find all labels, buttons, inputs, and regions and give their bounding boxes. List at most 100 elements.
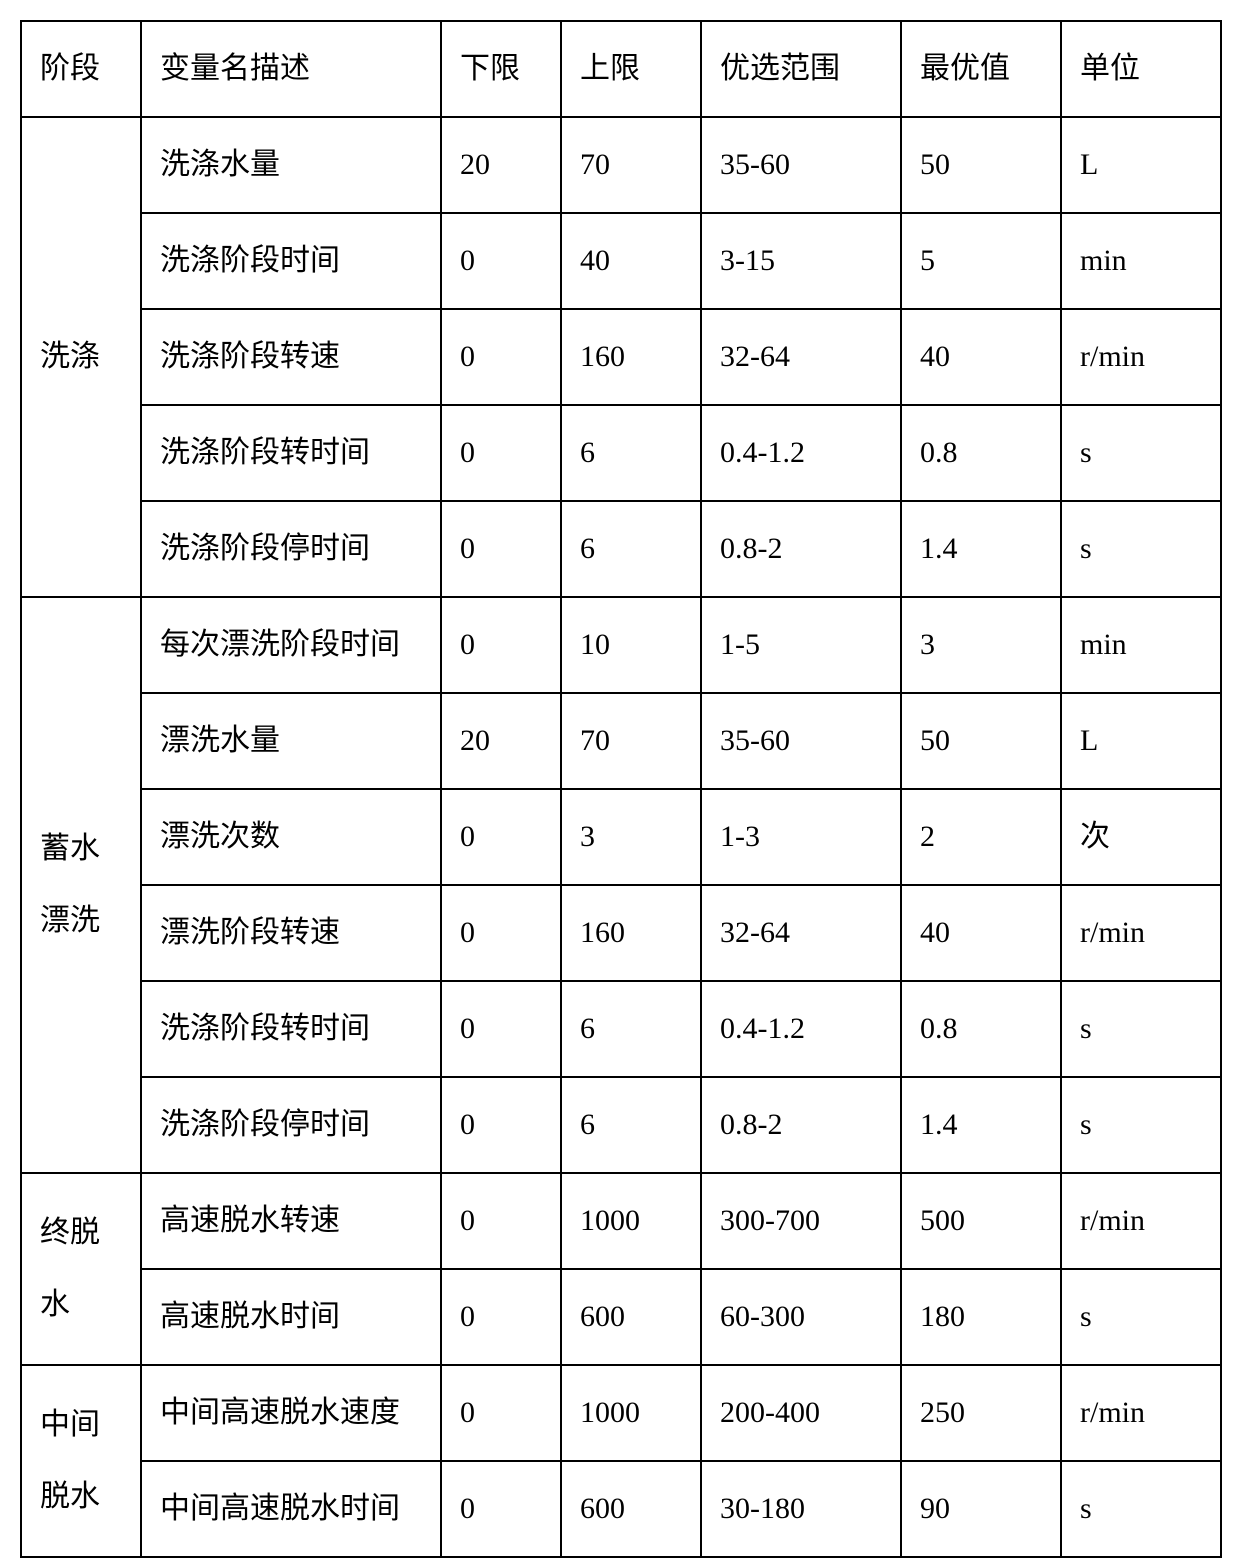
cell-opt: 500 xyxy=(901,1173,1061,1269)
table-row: 中间高速脱水时间060030-18090s xyxy=(21,1461,1221,1557)
cell-unit: s xyxy=(1061,501,1221,597)
table-row: 洗涤阶段停时间060.8-21.4s xyxy=(21,1077,1221,1173)
cell-range: 35-60 xyxy=(701,693,901,789)
cell-opt: 5 xyxy=(901,213,1061,309)
cell-high: 70 xyxy=(561,693,701,789)
cell-desc: 洗涤阶段时间 xyxy=(141,213,441,309)
cell-desc: 每次漂洗阶段时间 xyxy=(141,597,441,693)
cell-high: 6 xyxy=(561,501,701,597)
col-header-opt: 最优值 xyxy=(901,21,1061,117)
cell-high: 160 xyxy=(561,885,701,981)
cell-desc: 高速脱水转速 xyxy=(141,1173,441,1269)
table-row: 终脱水高速脱水转速01000300-700500r/min xyxy=(21,1173,1221,1269)
cell-unit: s xyxy=(1061,1269,1221,1365)
cell-desc: 漂洗次数 xyxy=(141,789,441,885)
cell-opt: 0.8 xyxy=(901,405,1061,501)
cell-desc: 洗涤阶段停时间 xyxy=(141,1077,441,1173)
cell-high: 1000 xyxy=(561,1173,701,1269)
cell-opt: 40 xyxy=(901,309,1061,405)
cell-range: 1-5 xyxy=(701,597,901,693)
cell-opt: 180 xyxy=(901,1269,1061,1365)
table-row: 漂洗水量207035-6050L xyxy=(21,693,1221,789)
cell-opt: 1.4 xyxy=(901,501,1061,597)
table-row: 洗涤阶段时间0403-155min xyxy=(21,213,1221,309)
cell-opt: 2 xyxy=(901,789,1061,885)
cell-unit: r/min xyxy=(1061,1173,1221,1269)
cell-low: 0 xyxy=(441,789,561,885)
cell-unit: s xyxy=(1061,1077,1221,1173)
cell-opt: 50 xyxy=(901,693,1061,789)
cell-low: 0 xyxy=(441,885,561,981)
cell-range: 30-180 xyxy=(701,1461,901,1557)
cell-high: 6 xyxy=(561,1077,701,1173)
cell-high: 10 xyxy=(561,597,701,693)
cell-opt: 90 xyxy=(901,1461,1061,1557)
cell-low: 0 xyxy=(441,1077,561,1173)
cell-range: 300-700 xyxy=(701,1173,901,1269)
cell-desc: 洗涤阶段转时间 xyxy=(141,981,441,1077)
cell-low: 0 xyxy=(441,1269,561,1365)
cell-unit: r/min xyxy=(1061,309,1221,405)
cell-range: 0.8-2 xyxy=(701,1077,901,1173)
cell-opt: 1.4 xyxy=(901,1077,1061,1173)
cell-desc: 洗涤阶段停时间 xyxy=(141,501,441,597)
cell-opt: 50 xyxy=(901,117,1061,213)
cell-high: 600 xyxy=(561,1461,701,1557)
cell-unit: L xyxy=(1061,117,1221,213)
cell-range: 35-60 xyxy=(701,117,901,213)
cell-unit: min xyxy=(1061,213,1221,309)
cell-high: 70 xyxy=(561,117,701,213)
cell-range: 0.4-1.2 xyxy=(701,405,901,501)
cell-desc: 洗涤水量 xyxy=(141,117,441,213)
cell-high: 6 xyxy=(561,981,701,1077)
cell-unit: L xyxy=(1061,693,1221,789)
cell-low: 0 xyxy=(441,1461,561,1557)
cell-high: 6 xyxy=(561,405,701,501)
stage-cell: 蓄水漂洗 xyxy=(21,597,141,1173)
table-row: 中间脱水中间高速脱水速度01000200-400250r/min xyxy=(21,1365,1221,1461)
cell-low: 0 xyxy=(441,1173,561,1269)
cell-unit: min xyxy=(1061,597,1221,693)
col-header-high: 上限 xyxy=(561,21,701,117)
stage-cell: 中间脱水 xyxy=(21,1365,141,1557)
table-row: 洗涤阶段停时间060.8-21.4s xyxy=(21,501,1221,597)
table-row: 洗涤阶段转时间060.4-1.20.8s xyxy=(21,981,1221,1077)
cell-low: 20 xyxy=(441,693,561,789)
stage-cell: 终脱水 xyxy=(21,1173,141,1365)
cell-desc: 中间高速脱水时间 xyxy=(141,1461,441,1557)
cell-opt: 250 xyxy=(901,1365,1061,1461)
cell-range: 60-300 xyxy=(701,1269,901,1365)
cell-range: 3-15 xyxy=(701,213,901,309)
cell-low: 0 xyxy=(441,981,561,1077)
cell-unit: r/min xyxy=(1061,1365,1221,1461)
col-header-desc: 变量名描述 xyxy=(141,21,441,117)
cell-range: 32-64 xyxy=(701,309,901,405)
cell-opt: 40 xyxy=(901,885,1061,981)
cell-unit: r/min xyxy=(1061,885,1221,981)
cell-range: 200-400 xyxy=(701,1365,901,1461)
table-row: 高速脱水时间060060-300180s xyxy=(21,1269,1221,1365)
cell-unit: 次 xyxy=(1061,789,1221,885)
cell-high: 1000 xyxy=(561,1365,701,1461)
table-row: 洗涤阶段转速016032-6440r/min xyxy=(21,309,1221,405)
cell-desc: 漂洗水量 xyxy=(141,693,441,789)
table-row: 漂洗阶段转速016032-6440r/min xyxy=(21,885,1221,981)
table-header-row: 阶段 变量名描述 下限 上限 优选范围 最优值 单位 xyxy=(21,21,1221,117)
cell-low: 0 xyxy=(441,405,561,501)
cell-desc: 漂洗阶段转速 xyxy=(141,885,441,981)
cell-high: 3 xyxy=(561,789,701,885)
cell-unit: s xyxy=(1061,981,1221,1077)
cell-opt: 0.8 xyxy=(901,981,1061,1077)
table-row: 洗涤阶段转时间060.4-1.20.8s xyxy=(21,405,1221,501)
col-header-low: 下限 xyxy=(441,21,561,117)
cell-desc: 中间高速脱水速度 xyxy=(141,1365,441,1461)
cell-opt: 3 xyxy=(901,597,1061,693)
cell-high: 600 xyxy=(561,1269,701,1365)
col-header-unit: 单位 xyxy=(1061,21,1221,117)
cell-unit: s xyxy=(1061,1461,1221,1557)
cell-desc: 高速脱水时间 xyxy=(141,1269,441,1365)
parameters-table: 阶段 变量名描述 下限 上限 优选范围 最优值 单位 洗涤洗涤水量207035-… xyxy=(20,20,1222,1558)
cell-low: 20 xyxy=(441,117,561,213)
cell-high: 40 xyxy=(561,213,701,309)
cell-low: 0 xyxy=(441,597,561,693)
